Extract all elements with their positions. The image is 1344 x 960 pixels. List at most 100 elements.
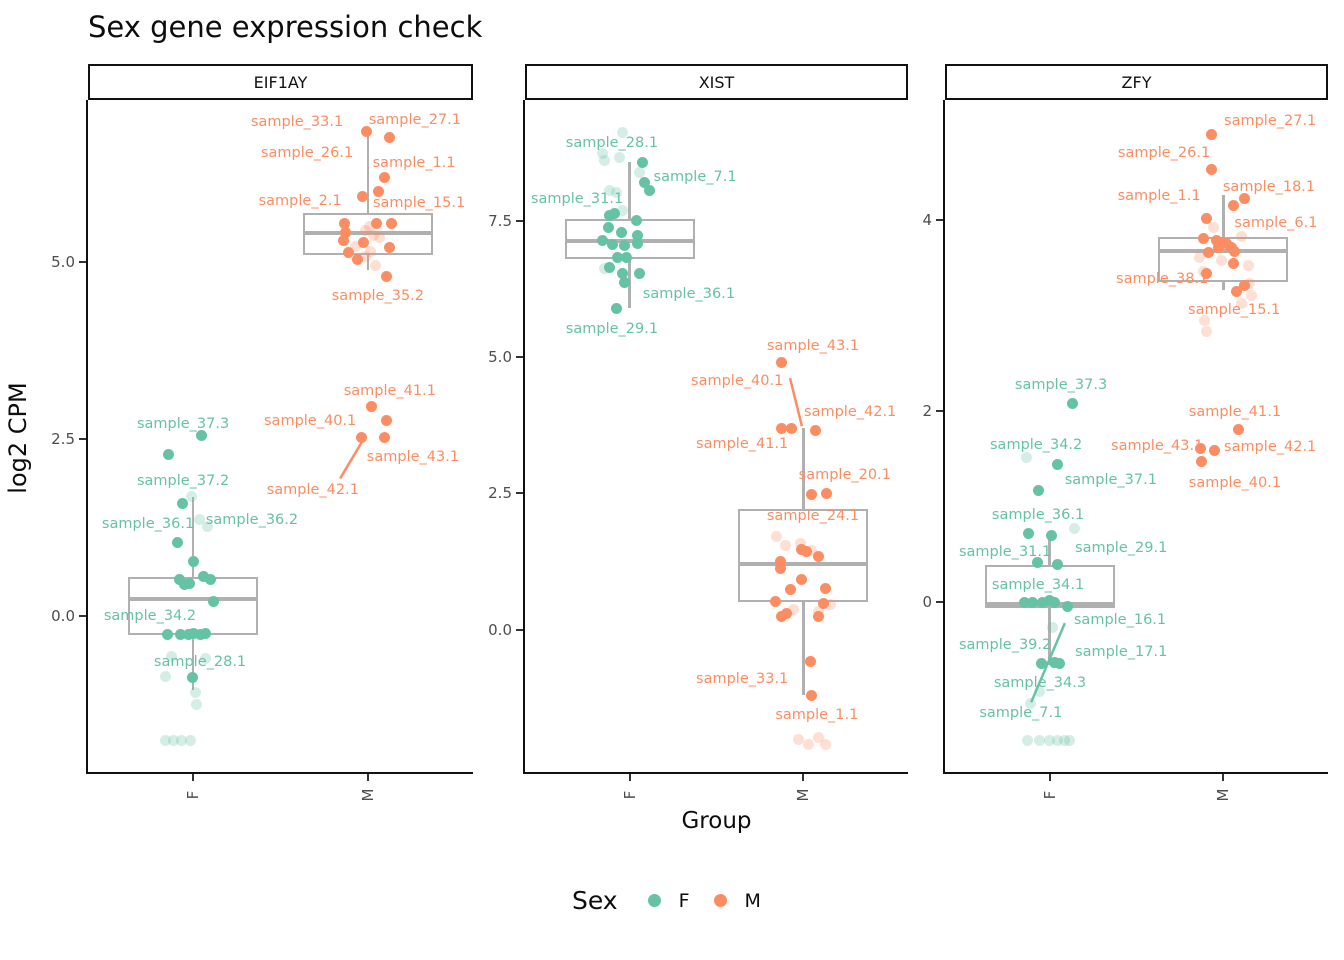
- data-point: [360, 224, 372, 236]
- x-axis-line: [523, 772, 908, 774]
- data-point: [340, 227, 352, 239]
- data-point: [1054, 657, 1066, 669]
- boxplot-whisker-lower: [802, 601, 805, 695]
- data-point: [1067, 398, 1079, 410]
- data-point: [1198, 315, 1210, 326]
- data-point: [1027, 596, 1039, 608]
- data-point: [183, 578, 195, 590]
- data-point: [644, 185, 656, 197]
- point-label: sample_26.1: [260, 145, 354, 162]
- data-point: [368, 229, 380, 241]
- data-point: [358, 236, 370, 248]
- x-tick-label: M: [1214, 788, 1233, 802]
- data-point: [161, 629, 173, 641]
- data-point: [616, 227, 628, 239]
- data-point: [775, 611, 787, 623]
- data-point: [207, 596, 219, 608]
- data-point: [184, 734, 196, 746]
- data-point: [1023, 527, 1035, 539]
- y-tick-mark: [936, 410, 943, 413]
- y-tick-mark: [79, 437, 86, 440]
- data-point: [597, 147, 609, 159]
- data-point: [619, 240, 631, 252]
- x-tick-mark: [628, 774, 631, 781]
- point-label: sample_34.3: [993, 675, 1087, 692]
- data-point: [339, 217, 351, 229]
- data-point: [1037, 596, 1049, 608]
- legend: Sex F M: [572, 886, 761, 915]
- data-point: [374, 231, 386, 243]
- point-label: sample_6.1: [1234, 215, 1318, 232]
- data-point: [1059, 735, 1071, 746]
- x-axis-line: [86, 772, 473, 774]
- y-tick-label: 0: [922, 593, 932, 612]
- data-point: [769, 596, 781, 608]
- data-point: [1069, 523, 1081, 535]
- data-point: [795, 573, 807, 585]
- data-point: [1227, 200, 1239, 212]
- data-point: [612, 252, 624, 264]
- data-point: [607, 238, 619, 250]
- point-label: sample_31.1: [530, 191, 624, 208]
- data-point: [373, 186, 385, 198]
- x-tick-mark: [192, 774, 195, 781]
- x-axis-line: [943, 772, 1328, 774]
- data-point: [817, 597, 829, 609]
- boxplot-whisker-upper: [1222, 195, 1225, 238]
- data-point: [1205, 164, 1217, 176]
- data-point: [1245, 290, 1257, 302]
- point-label: sample_2.1: [258, 193, 342, 210]
- data-point: [804, 656, 816, 668]
- data-point: [1194, 442, 1206, 454]
- data-point: [1019, 596, 1031, 608]
- boxplot-whisker-lower: [191, 634, 195, 690]
- data-point: [599, 263, 611, 275]
- data-point: [364, 221, 376, 233]
- point-label: sample_15.1: [1188, 302, 1281, 318]
- point-label: sample_40.1: [264, 413, 357, 430]
- legend-label-f: F: [678, 889, 690, 912]
- data-point: [604, 185, 616, 197]
- data-point: [619, 277, 631, 289]
- data-point: [1046, 529, 1058, 541]
- point-label: sample_36.1: [101, 516, 195, 533]
- point-label: sample_1.1: [372, 154, 456, 171]
- point-label: sample_1.1: [775, 706, 859, 723]
- point-label: sample_17.1: [1075, 643, 1168, 660]
- boxplot-whisker-lower: [1222, 282, 1225, 290]
- point-label: sample_27.1: [1224, 113, 1317, 129]
- data-point: [1215, 254, 1227, 266]
- point-label: sample_28.1: [565, 135, 659, 152]
- data-point: [171, 537, 183, 549]
- point-label: sample_33.1: [250, 113, 344, 130]
- data-point: [775, 423, 787, 435]
- data-point: [350, 240, 362, 252]
- point-label: sample_29.1: [1075, 539, 1168, 556]
- data-point: [357, 190, 369, 202]
- point-label: sample_7.1: [979, 704, 1063, 721]
- data-point: [805, 545, 817, 557]
- data-point: [639, 176, 651, 188]
- y-axis-line: [943, 100, 945, 772]
- data-point: [186, 672, 198, 684]
- point-label: sample_27.1: [368, 111, 461, 128]
- chart-title: Sex gene expression check: [88, 10, 483, 44]
- data-point: [175, 734, 187, 746]
- point-label: sample_1.1: [1117, 188, 1201, 205]
- y-tick-label: 7.5: [488, 211, 512, 230]
- data-point: [785, 423, 797, 435]
- facet-strip: XIST: [525, 64, 908, 100]
- data-point: [1197, 232, 1209, 244]
- data-point: [604, 210, 616, 222]
- x-tick-mark: [1048, 774, 1051, 781]
- data-point: [604, 261, 616, 273]
- data-point: [1227, 257, 1239, 269]
- data-point: [800, 546, 812, 558]
- data-point: [812, 606, 824, 618]
- point-label: sample_36.1: [642, 285, 736, 302]
- y-tick-label: 0.0: [488, 620, 512, 639]
- data-point: [352, 254, 364, 266]
- x-tick-label: M: [358, 788, 377, 802]
- data-point: [809, 424, 821, 436]
- data-point: [597, 235, 609, 247]
